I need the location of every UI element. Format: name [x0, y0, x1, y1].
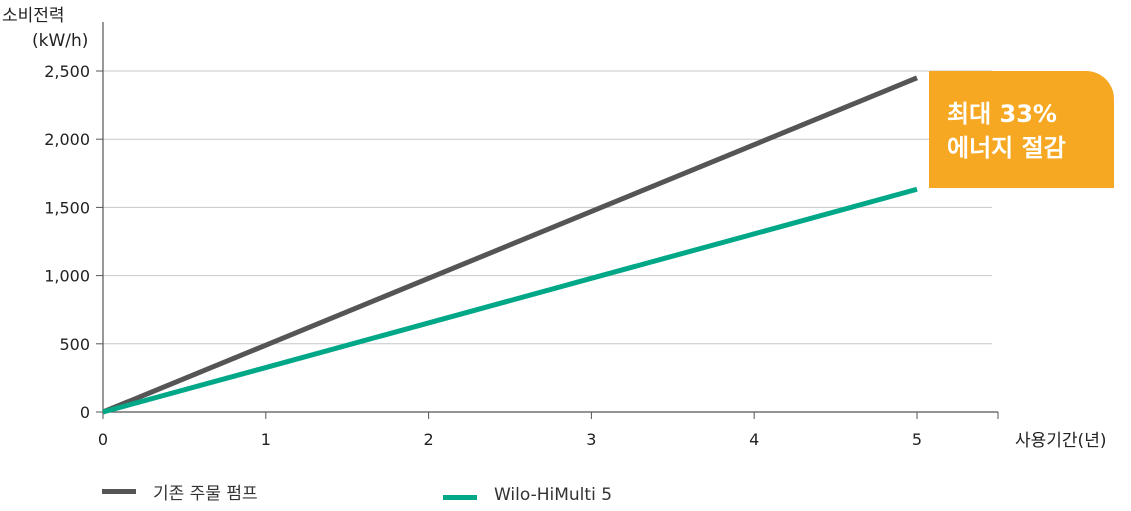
tick-labels: 0 500 1,000 1,500 2,000 2,500 0 1 2 3 4 5 [44, 62, 922, 449]
x-tick-label: 1 [261, 430, 271, 449]
x-axis-label: 사용기간(년) [1015, 431, 1106, 451]
series-line-wilo-himulti [102, 186, 918, 415]
y-tick-label: 1,000 [44, 267, 90, 286]
y-tick-label: 2,500 [44, 62, 90, 81]
axes [96, 22, 999, 419]
legend-label-cast-iron-pump: 기존 주물 펌프 [153, 484, 258, 504]
y-tick-label: 0 [80, 403, 90, 422]
legend-swatch-wilo-himulti [443, 495, 477, 500]
callout-line1: 최대 33% [947, 100, 1057, 128]
y-tick-label: 2,000 [44, 130, 90, 149]
savings-callout: 최대 33% 에너지 절감 [929, 71, 1114, 188]
legend-swatch-cast-iron-pump [102, 489, 136, 494]
y-tick-label: 500 [59, 335, 90, 354]
x-tick-label: 4 [749, 430, 759, 449]
x-tick-label: 3 [586, 430, 596, 449]
y-axis-label-line2: (kW/h) [32, 31, 88, 51]
x-tick-label: 2 [424, 430, 434, 449]
series-line-cast-iron-pump [102, 75, 918, 415]
y-tick-label: 1,500 [44, 198, 90, 217]
legend-label-wilo-himulti: Wilo-HiMulti 5 [494, 485, 613, 505]
x-tick-label: 5 [912, 430, 922, 449]
x-tick-label: 0 [98, 430, 108, 449]
gridlines [103, 70, 992, 345]
y-axis-label-line1: 소비전력 [2, 6, 65, 26]
callout-line2: 에너지 절감 [947, 134, 1066, 162]
series-lines [102, 75, 918, 415]
